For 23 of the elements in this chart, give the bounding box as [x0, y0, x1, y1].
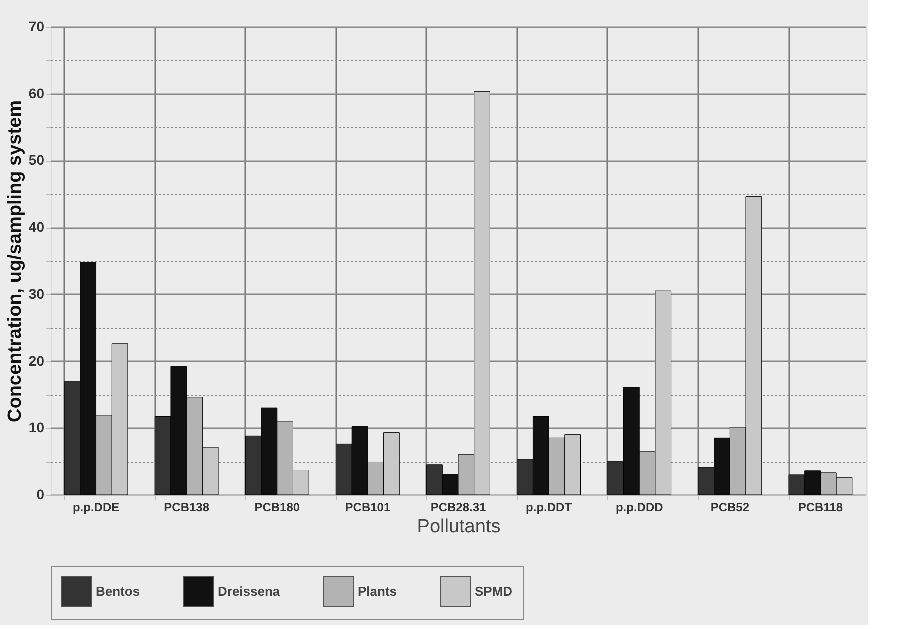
x-tick-label: PCB28.31 — [430, 500, 487, 514]
y-tick-label: 70 — [28, 18, 45, 34]
legend-label: Dreissena — [218, 584, 281, 599]
x-tick-label: p.p.DDE — [72, 500, 120, 514]
x-tick-label: PCB52 — [710, 500, 750, 514]
x-tick-label: p.p.DDD — [616, 500, 664, 514]
y-axis-title: Concentration, ug/sampling system — [4, 100, 26, 422]
y-tick-label: 10 — [28, 420, 45, 436]
legend-label: SPMD — [475, 584, 513, 599]
x-tick-label: PCB118 — [798, 500, 844, 514]
y-tick-label: 40 — [28, 219, 45, 236]
y-tick-label: 60 — [28, 85, 45, 102]
x-tick-label: PCB180 — [254, 500, 300, 514]
y-tick-label: 20 — [28, 352, 45, 369]
y-tick-label: 50 — [28, 152, 45, 168]
x-tick-label: p.p.DDT — [526, 500, 573, 514]
y-tick-label: 0 — [36, 486, 45, 502]
x-tick-label: PCB138 — [164, 500, 210, 514]
legend-label: Plants — [358, 584, 398, 599]
x-axis-title: Pollutants — [417, 516, 501, 538]
legend-label: Bentos — [96, 584, 140, 599]
y-tick-label: 30 — [28, 286, 45, 302]
x-tick-label: PCB101 — [345, 500, 391, 514]
